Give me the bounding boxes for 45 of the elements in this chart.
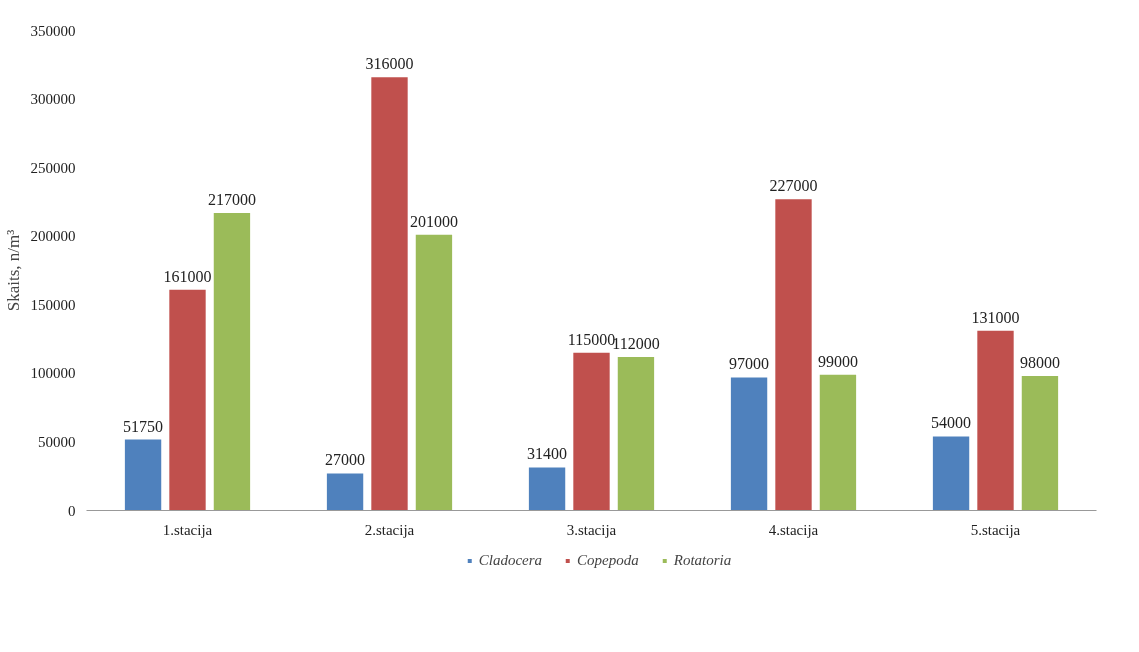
y-axis-title: Skaits, n/m³ [3, 229, 23, 312]
bar [775, 199, 812, 511]
bar [932, 436, 970, 511]
y-tick-label: 250000 [30, 159, 76, 176]
bar [213, 212, 251, 511]
bar [371, 77, 408, 511]
x-tick-label: 4.stacija [768, 521, 819, 538]
data-label: 98000 [1019, 354, 1060, 372]
data-label: 99000 [817, 352, 858, 370]
data-label: 27000 [325, 451, 366, 469]
x-tick-label: 5.stacija [970, 521, 1021, 538]
bar [1021, 376, 1059, 511]
y-tick-label: 350000 [30, 22, 76, 39]
y-tick-label: 300000 [30, 91, 76, 108]
bar [326, 473, 364, 511]
x-tick-label: 3.stacija [566, 521, 617, 538]
legend-label: Copepoda [577, 551, 639, 569]
data-label: 201000 [409, 212, 458, 230]
data-label: 131000 [971, 308, 1020, 326]
x-tick-label: 2.stacija [364, 521, 415, 538]
data-label: 161000 [163, 267, 212, 285]
bar [617, 356, 655, 511]
data-label: 227000 [769, 177, 818, 195]
data-label: 217000 [207, 190, 256, 208]
data-label: 316000 [365, 55, 414, 73]
legend-label: Rotatoria [673, 551, 732, 569]
bar [819, 374, 857, 511]
data-label: 54000 [931, 414, 972, 432]
bar [730, 377, 768, 511]
y-tick-label: 100000 [30, 365, 76, 382]
data-label: 31400 [527, 445, 568, 463]
y-tick-label: 0 [68, 502, 76, 519]
y-tick-label: 150000 [30, 296, 76, 313]
x-tick-label: 1.stacija [162, 521, 213, 538]
bar [415, 234, 453, 511]
y-tick-label: 50000 [38, 433, 76, 450]
data-label: 97000 [729, 355, 770, 373]
y-tick-label: 200000 [30, 228, 76, 245]
bar [169, 289, 206, 511]
data-label: 51750 [123, 417, 164, 435]
bar [977, 330, 1014, 511]
bar [573, 352, 610, 511]
bar [124, 439, 162, 511]
legend-label: Cladocera [478, 551, 543, 569]
bar [528, 467, 566, 511]
